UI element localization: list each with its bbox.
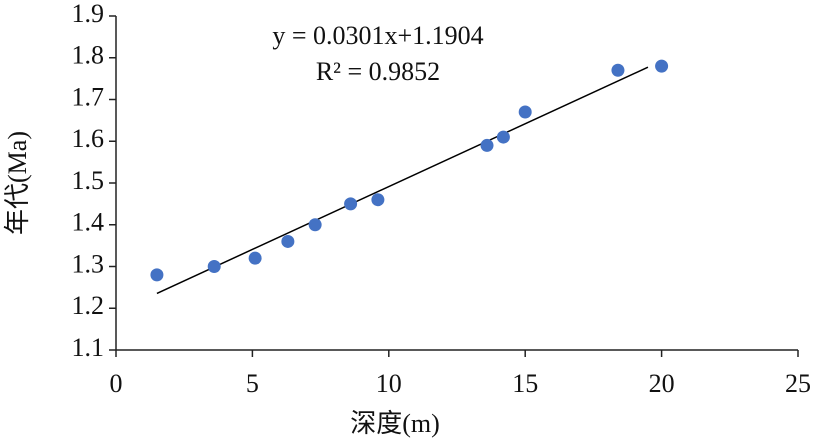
y-tick-label: 1.9 [72,0,105,28]
data-point [496,130,510,144]
data-point [248,251,262,265]
y-tick-label: 1.7 [72,82,105,111]
x-axis-label: 深度(m) [350,409,440,438]
data-point [150,268,164,282]
trendline [156,66,649,295]
x-tick-label: 0 [110,369,123,398]
y-tick-label: 1.2 [72,291,105,320]
x-tick-label: 20 [649,369,675,398]
data-point [344,197,358,211]
y-tick-label: 1.3 [72,249,105,278]
y-tick-label: 1.4 [72,208,105,237]
data-point [371,193,385,207]
x-tick-label: 10 [376,369,402,398]
data-point [480,138,494,152]
r2-annotation: R² = 0.9852 [316,57,440,86]
x-tick-label: 15 [512,369,538,398]
y-tick-label: 1.1 [72,333,105,362]
data-point [207,260,221,273]
x-tick-label: 25 [785,369,811,398]
data-point [655,59,669,73]
data-point [308,218,322,232]
y-axis-label: 年代(Ma) [3,131,32,235]
data-point [518,105,532,119]
x-tick-label: 5 [246,369,259,398]
data-point [281,234,295,248]
y-tick-label: 1.5 [72,166,105,195]
data-point [611,63,625,77]
y-tick-label: 1.6 [72,124,105,153]
y-tick-label: 1.8 [72,41,105,70]
equation-annotation: y = 0.0301x+1.1904 [272,21,483,50]
